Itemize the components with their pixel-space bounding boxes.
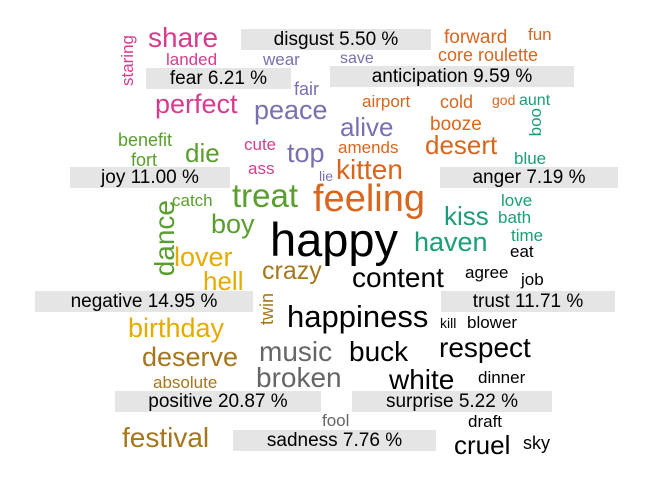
word-top: top — [287, 138, 325, 168]
word-perfect: perfect — [155, 89, 238, 119]
label-trust: trust 11.71 % — [441, 291, 615, 312]
word-cute: cute — [244, 135, 277, 154]
label-anger: anger 7.19 % — [440, 167, 618, 188]
word-birthday: birthday — [128, 313, 225, 343]
label-surprise: surprise 5.22 % — [352, 391, 552, 412]
word-aunt: aunt — [519, 92, 551, 109]
word-treat: treat — [232, 177, 299, 214]
word-hell: hell — [203, 266, 244, 296]
word-bath: bath — [498, 208, 532, 227]
word-blower: blower — [467, 313, 518, 332]
label-joy: joy 11.00 % — [70, 167, 230, 188]
word-music: music — [259, 336, 333, 367]
word-booze: booze — [430, 114, 482, 135]
word-fool: fool — [322, 411, 350, 430]
word-lover: lover — [174, 242, 233, 272]
word-roulette: roulette — [478, 45, 539, 65]
word-ass: ass — [248, 159, 275, 178]
word-peace: peace — [254, 95, 328, 125]
word-kill: kill — [440, 315, 457, 331]
label-positive: positive 20.87 % — [115, 391, 321, 412]
word-crazy: crazy — [262, 257, 322, 285]
label-negative: negative 14.95 % — [35, 291, 253, 312]
word-cold: cold — [440, 92, 474, 112]
label-disgust: disgust 5.50 % — [241, 29, 431, 50]
word-happiness: happiness — [287, 299, 429, 334]
word-blue: blue — [514, 149, 547, 168]
word-happy: happy — [270, 213, 399, 266]
word-fun: fun — [528, 25, 552, 44]
word-amends: amends — [338, 138, 399, 157]
word-twin: twin — [257, 293, 277, 326]
word-alive: alive — [340, 112, 394, 142]
word-benefit: benefit — [118, 130, 173, 150]
word-white: white — [389, 364, 455, 395]
word-boo: boo — [526, 108, 545, 137]
word-haven: haven — [414, 227, 488, 257]
word-kiss: kiss — [444, 201, 489, 231]
word-share: share — [148, 22, 219, 53]
word-love: love — [501, 191, 533, 210]
word-cruel: cruel — [454, 430, 511, 460]
word-core: core — [438, 45, 474, 65]
word-absolute: absolute — [153, 373, 218, 392]
word-eat: eat — [510, 242, 534, 261]
word-kitten: kitten — [336, 154, 403, 185]
word-catch: catch — [172, 191, 213, 210]
word-broken: broken — [256, 362, 342, 393]
word-content: content — [352, 262, 444, 293]
label-anticipation: anticipation 9.59 % — [330, 66, 574, 87]
word-airport: airport — [362, 92, 411, 111]
word-god: god — [492, 92, 516, 108]
word-draft: draft — [468, 412, 503, 431]
word-save: save — [340, 50, 374, 67]
label-fear: fear 6.21 % — [146, 68, 291, 89]
word-time: time — [511, 226, 544, 245]
word-fort: fort — [131, 150, 158, 170]
word-die: die — [185, 138, 220, 168]
word-sky: sky — [523, 433, 550, 453]
word-respect: respect — [439, 332, 531, 363]
label-sadness: sadness 7.76 % — [233, 430, 436, 451]
word-dinner: dinner — [478, 368, 526, 387]
word-boy: boy — [211, 209, 255, 239]
word-landed: landed — [166, 50, 218, 69]
word-wear: wear — [263, 50, 300, 69]
word-lie: lie — [319, 168, 334, 184]
word-buck: buck — [349, 336, 409, 367]
word-staring: staring — [118, 35, 137, 87]
word-fair: fair — [294, 79, 320, 99]
word-festival: festival — [122, 422, 210, 453]
word-job: job — [521, 270, 544, 289]
word-deserve: deserve — [142, 342, 239, 372]
word-feeling: feeling — [313, 178, 425, 220]
word-desert: desert — [425, 130, 498, 160]
word-forward: forward — [444, 27, 508, 48]
word-agree: agree — [465, 263, 509, 282]
